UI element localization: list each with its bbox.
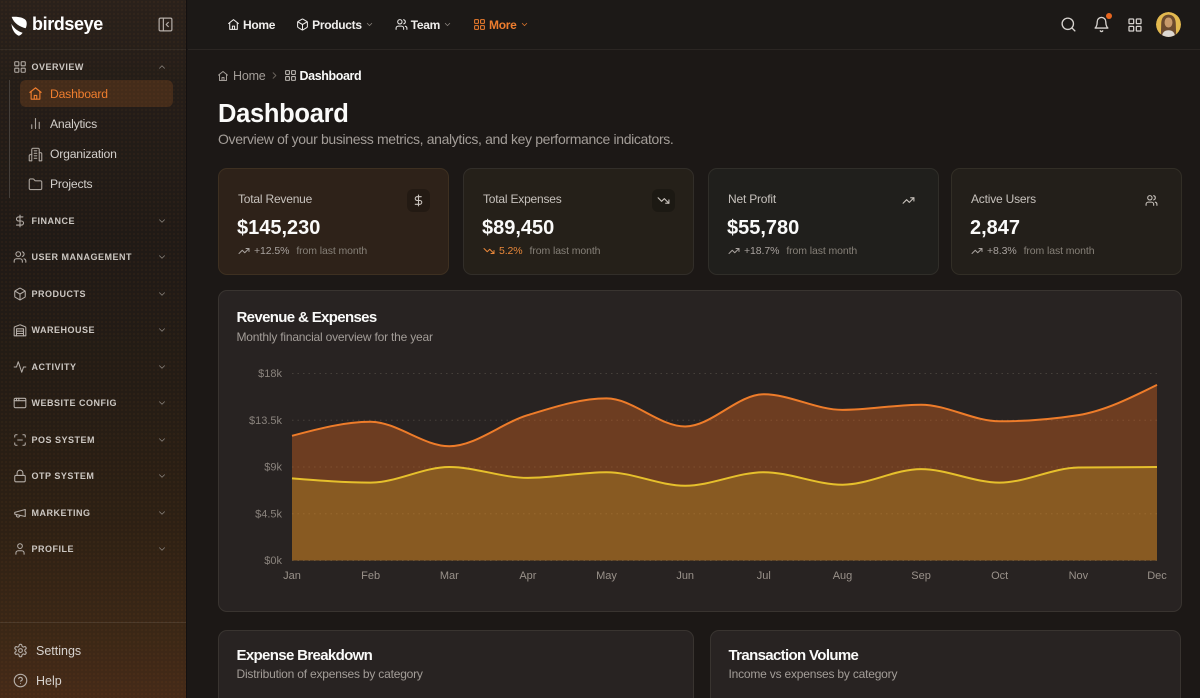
svg-text:Feb: Feb — [361, 570, 380, 582]
svg-text:Jan: Jan — [283, 570, 301, 582]
svg-text:Jul: Jul — [757, 570, 771, 582]
svg-text:$13.5k: $13.5k — [249, 415, 283, 427]
svg-text:Oct: Oct — [991, 570, 1008, 582]
svg-text:$9k: $9k — [264, 462, 282, 474]
svg-text:$18k: $18k — [258, 368, 282, 380]
svg-text:Apr: Apr — [519, 570, 536, 582]
svg-text:Aug: Aug — [833, 570, 853, 582]
svg-text:$0k: $0k — [264, 555, 282, 567]
svg-text:Nov: Nov — [1069, 570, 1089, 582]
svg-text:May: May — [596, 570, 617, 582]
svg-text:Dec: Dec — [1147, 570, 1167, 582]
svg-text:Mar: Mar — [440, 570, 459, 582]
svg-text:Sep: Sep — [911, 570, 931, 582]
svg-text:$4.5k: $4.5k — [255, 508, 282, 520]
svg-text:Jun: Jun — [676, 570, 694, 582]
